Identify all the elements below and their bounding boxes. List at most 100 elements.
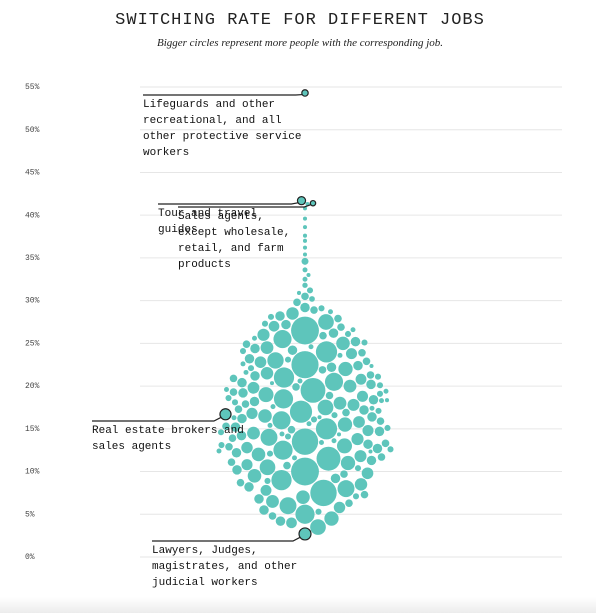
job-circle xyxy=(273,440,293,460)
job-circle xyxy=(241,459,253,471)
job-circle xyxy=(236,478,245,487)
y-tick-label: 35% xyxy=(25,254,40,263)
job-circle xyxy=(361,467,374,480)
job-circle xyxy=(251,447,266,462)
job-circle xyxy=(302,267,308,273)
highlight-circle xyxy=(296,196,307,206)
job-circle xyxy=(334,314,342,323)
job-circle xyxy=(368,395,379,405)
job-circle xyxy=(260,428,278,446)
job-circle xyxy=(244,353,255,364)
job-circle xyxy=(239,348,247,355)
annotation: Lawyers, Judges, magistrates, and other … xyxy=(152,545,298,589)
job-circle xyxy=(225,395,232,402)
job-circle xyxy=(218,442,225,449)
job-circle xyxy=(353,416,365,428)
job-circle xyxy=(376,390,384,397)
job-circle xyxy=(291,428,319,455)
job-circle xyxy=(271,469,292,491)
job-circle xyxy=(302,225,308,230)
job-circle xyxy=(279,497,297,515)
job-circle xyxy=(287,425,296,434)
job-circle xyxy=(231,415,237,421)
job-circle xyxy=(264,477,271,484)
job-circle xyxy=(377,453,386,461)
job-circle xyxy=(266,495,279,508)
job-circle xyxy=(244,482,254,492)
job-circle xyxy=(222,422,230,431)
y-tick-label: 30% xyxy=(25,297,40,306)
job-circle xyxy=(267,352,284,369)
job-circle xyxy=(326,362,337,373)
job-circle xyxy=(337,417,353,432)
job-circle xyxy=(292,455,297,461)
job-circle xyxy=(372,443,383,454)
job-circle xyxy=(249,396,260,407)
leader-line xyxy=(178,203,312,208)
job-circle xyxy=(260,367,274,380)
job-circle xyxy=(324,511,339,526)
job-circle xyxy=(231,447,242,458)
job-circle xyxy=(344,330,352,337)
job-circle xyxy=(306,272,311,278)
job-circle xyxy=(362,424,374,437)
job-circle xyxy=(287,345,298,355)
job-circle xyxy=(302,233,308,238)
highlight-circle xyxy=(298,527,312,541)
job-circle xyxy=(340,455,356,471)
job-circle xyxy=(324,372,344,391)
job-circle xyxy=(295,504,315,524)
y-tick-label: 0% xyxy=(25,553,35,562)
job-circle xyxy=(315,418,338,440)
job-circle xyxy=(317,399,334,416)
job-circle xyxy=(289,400,313,423)
annotation: Lifeguards and other recreational, and a… xyxy=(143,99,302,159)
job-circle xyxy=(254,356,267,368)
y-tick-label: 50% xyxy=(25,126,40,135)
job-circle xyxy=(316,446,341,471)
job-circle xyxy=(234,405,243,413)
job-circle xyxy=(284,433,292,440)
job-circle xyxy=(252,335,257,341)
job-circle xyxy=(387,446,394,453)
leader-line xyxy=(158,202,299,205)
job-circle xyxy=(301,257,309,265)
job-circle xyxy=(260,341,274,355)
job-circle xyxy=(236,430,247,441)
job-circle xyxy=(369,363,374,369)
annotation: Sales agents, except wholesale, retail, … xyxy=(178,211,291,271)
job-circle xyxy=(310,416,318,423)
job-circle xyxy=(374,426,385,437)
job-circle xyxy=(241,441,253,454)
job-circle xyxy=(246,407,258,420)
job-circle xyxy=(231,399,239,406)
job-circle xyxy=(258,409,272,423)
job-circle xyxy=(363,439,373,449)
job-circle xyxy=(216,448,222,454)
job-circle xyxy=(286,307,299,320)
job-circle xyxy=(302,252,308,257)
job-circle xyxy=(337,352,343,358)
job-circle xyxy=(228,434,237,443)
job-circle xyxy=(337,323,345,331)
job-circle xyxy=(272,411,291,430)
highlight-circle xyxy=(301,89,309,97)
job-circle xyxy=(376,382,384,389)
chart-subtitle: Bigger circles represent more people wit… xyxy=(157,37,443,49)
job-circle xyxy=(384,398,390,403)
job-circle xyxy=(354,478,368,491)
job-circle xyxy=(269,381,275,386)
job-circle xyxy=(318,314,334,330)
job-circle xyxy=(297,378,303,384)
job-circle xyxy=(350,336,361,347)
annotation: Real estate brokers and sales agents xyxy=(92,425,244,453)
job-circle xyxy=(227,458,236,466)
y-tick-label: 40% xyxy=(25,211,40,220)
job-circle xyxy=(279,431,285,437)
job-circle xyxy=(361,339,368,346)
job-circle xyxy=(250,343,260,354)
job-circle xyxy=(340,470,348,478)
job-circle xyxy=(369,405,375,411)
job-circle xyxy=(261,320,269,327)
